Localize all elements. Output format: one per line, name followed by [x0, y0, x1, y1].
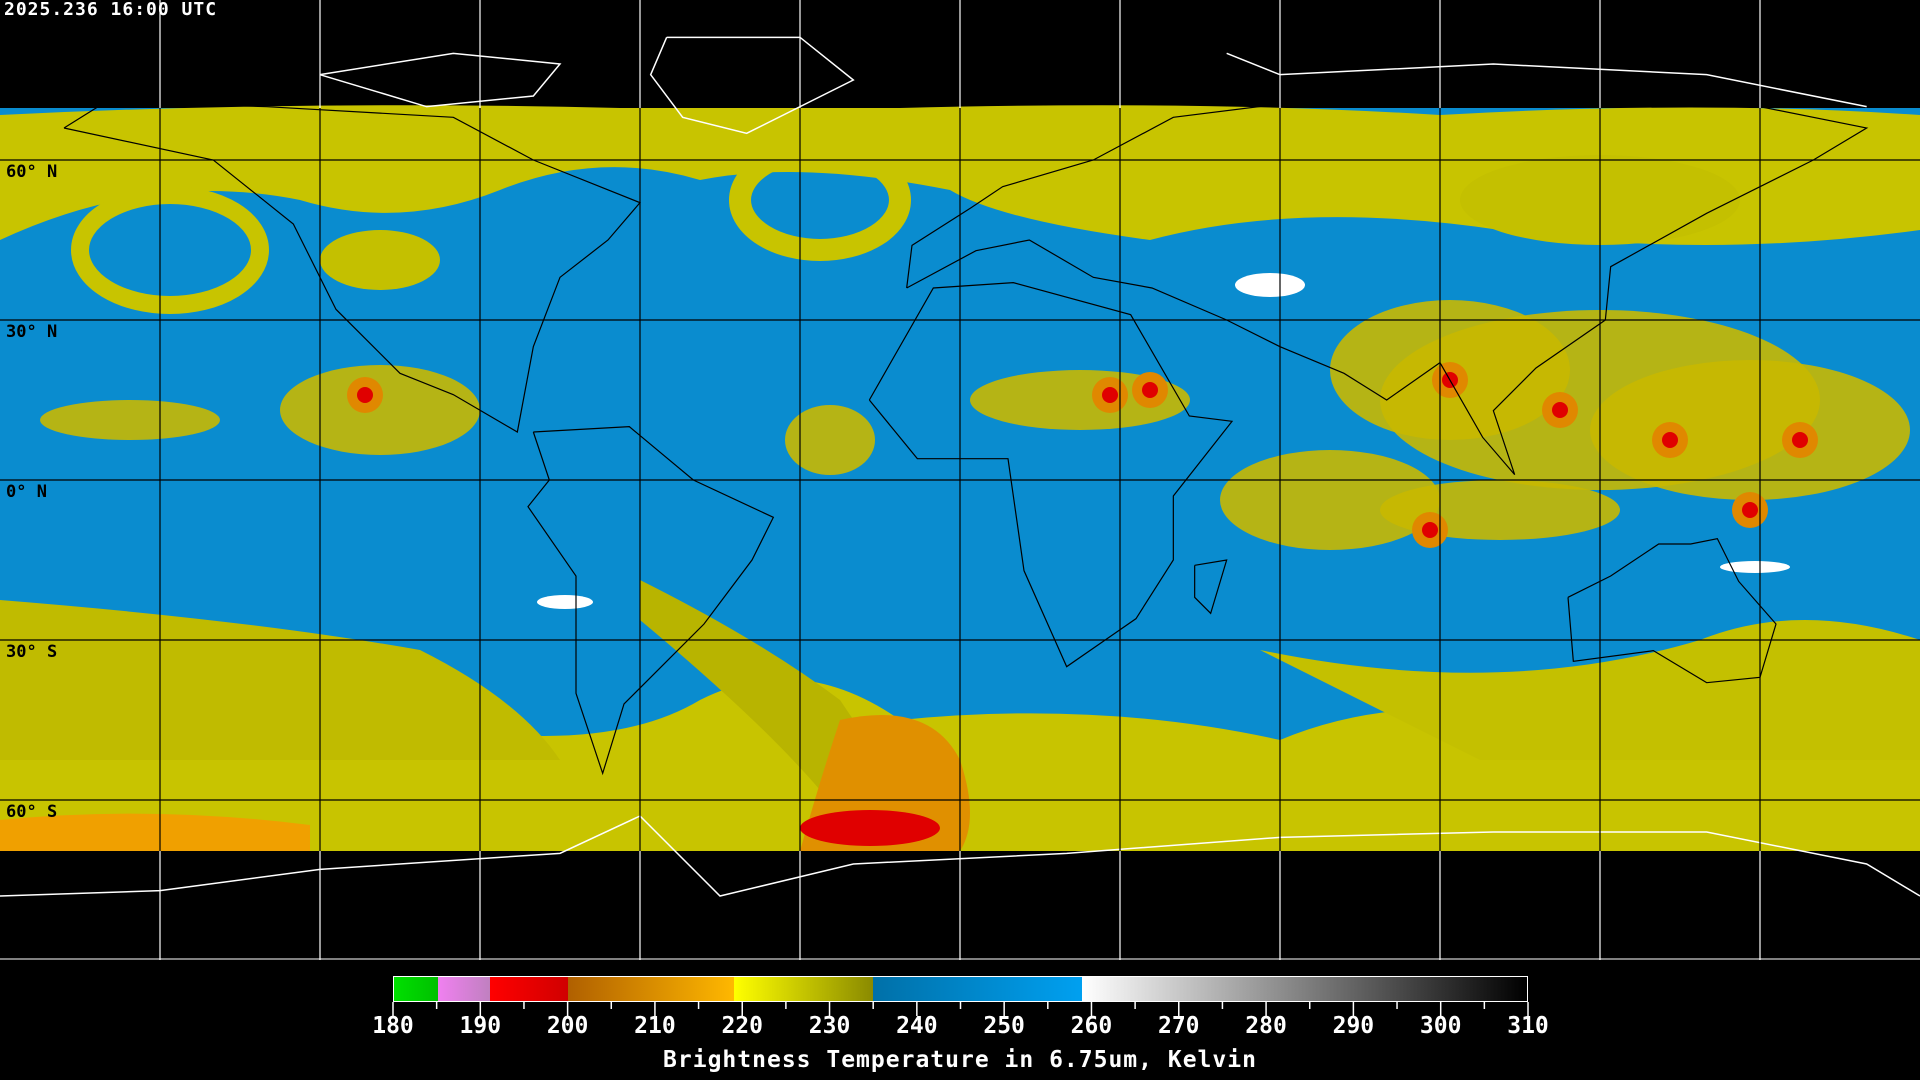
convection-area: [785, 405, 875, 475]
colorbar-tick-label: 260: [1070, 1013, 1113, 1039]
colorbar-tick-label: 200: [546, 1013, 589, 1039]
lat-label-0n: 0° N: [6, 482, 47, 502]
convection-core: [1102, 387, 1118, 403]
lat-label-30s: 30° S: [6, 642, 58, 662]
colorbar-tick-label: 220: [721, 1013, 763, 1039]
colorbar: [393, 976, 1528, 1002]
storm-swirl: [71, 186, 269, 314]
convection-area: [280, 365, 480, 455]
colorbar-tick-label: 190: [459, 1013, 502, 1039]
convection-core: [1742, 502, 1758, 518]
colorbar-segment: [733, 977, 874, 1001]
storm-swirl: [729, 139, 911, 261]
colorbar-tick-label: 210: [634, 1013, 676, 1039]
convection-core: [1422, 522, 1438, 538]
colorbar-segment: [437, 977, 490, 1001]
lat-label-60s: 60° S: [6, 802, 58, 822]
colorbar-segment: [568, 977, 734, 1001]
colorbar-tick-label: 300: [1419, 1013, 1462, 1039]
lat-lon-grid: [0, 0, 1920, 960]
colorbar-tick-label: 290: [1332, 1013, 1375, 1039]
convection-area: [40, 400, 220, 440]
convection-core: [357, 387, 373, 403]
dry-patch: [320, 230, 440, 290]
very-dry-patch: [1235, 273, 1305, 297]
convection-core: [1552, 402, 1568, 418]
convection-area: [1220, 450, 1440, 550]
colorbar-tick-label: 270: [1157, 1013, 1200, 1039]
colorbar-title: Brightness Temperature in 6.75um, Kelvin: [663, 1047, 1257, 1073]
colorbar-tick-label: 230: [808, 1013, 851, 1039]
colorbar-tick-label: 180: [372, 1013, 414, 1039]
colorbar-segment: [489, 977, 569, 1001]
colorbar-tick-label: 240: [896, 1013, 938, 1039]
cold-region: [0, 813, 310, 851]
convection-area: [1590, 360, 1910, 500]
colorbar-tick-label: 310: [1507, 1013, 1549, 1039]
colorbar-ticks: [392, 1002, 1529, 1016]
convection-core: [1662, 432, 1678, 448]
lat-label-30n: 30° N: [6, 322, 58, 342]
timestamp: 2025.236 16:00 UTC: [4, 0, 218, 20]
very-dry-patch: [1720, 561, 1790, 573]
coastline: [1194, 559, 1228, 615]
colorbar-segment: [873, 977, 1083, 1001]
coastline: [63, 100, 642, 433]
convection-core: [1142, 382, 1158, 398]
convection-core: [1792, 432, 1808, 448]
very-dry-patch: [537, 595, 593, 609]
colorbar-tick-label: 280: [1245, 1013, 1287, 1039]
colorbar-segment: [394, 977, 438, 1001]
colorbar-segment: [1082, 977, 1527, 1001]
colorbar-tick-label: 250: [983, 1013, 1025, 1039]
very-cold-core: [800, 810, 940, 846]
coastline: [868, 282, 1234, 668]
polar-coastline: [319, 52, 562, 108]
lat-label-60n: 60° N: [6, 162, 58, 182]
coastline: [1567, 537, 1777, 684]
water-vapor-map: [0, 0, 1920, 960]
dry-streak: [1260, 620, 1920, 760]
